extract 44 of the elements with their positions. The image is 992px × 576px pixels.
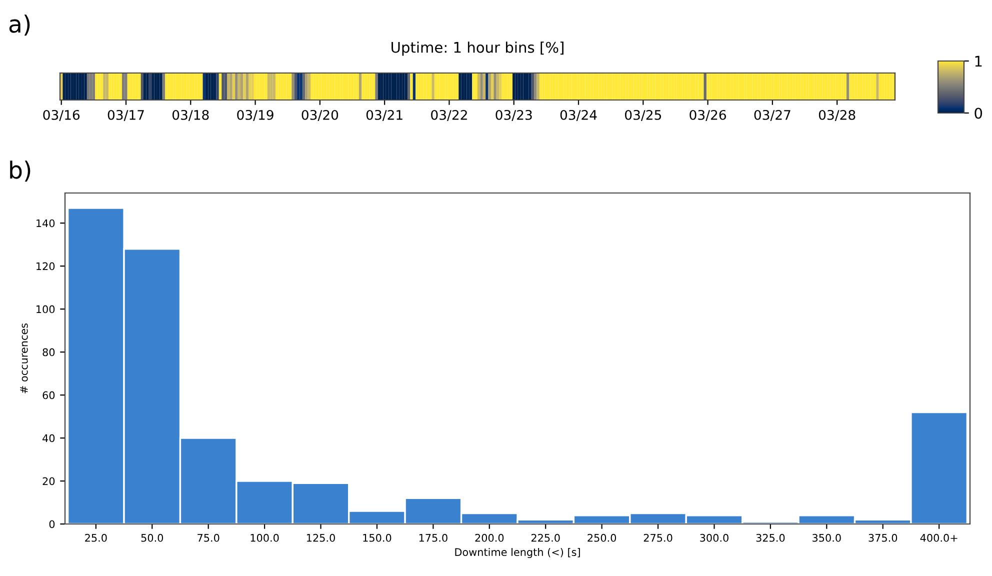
x-tick-label: 150.0 bbox=[363, 534, 392, 542]
x-tick-label: 03/25 bbox=[625, 110, 662, 121]
x-tick-label: 03/24 bbox=[560, 110, 597, 121]
x-tick-label: 275.0 bbox=[644, 534, 672, 542]
x-tick-label: 325.0 bbox=[756, 534, 785, 542]
x-tick-label: 03/18 bbox=[172, 110, 209, 121]
x-tick-label: 03/19 bbox=[237, 110, 274, 121]
x-tick-label: 375.0 bbox=[868, 534, 898, 542]
x-tick-label: 175.0 bbox=[419, 534, 448, 542]
x-axis-title: Downtime length (<) [s] bbox=[455, 548, 580, 558]
y-tick-label: 140 bbox=[36, 219, 55, 228]
y-tick-label: 80 bbox=[42, 348, 55, 356]
x-tick-label: 25.0 bbox=[85, 534, 107, 542]
y-tick-label: 40 bbox=[42, 434, 55, 442]
x-tick-label: 03/21 bbox=[366, 110, 402, 121]
y-tick-label: 120 bbox=[36, 262, 55, 270]
y-tick-label: 20 bbox=[42, 477, 55, 486]
x-tick-label: 03/26 bbox=[690, 110, 726, 121]
y-tick-label: 100 bbox=[36, 305, 55, 314]
x-tick-label: 75.0 bbox=[198, 534, 220, 542]
y-tick-label: 0 bbox=[49, 520, 55, 528]
x-tick-label: 225.0 bbox=[531, 534, 560, 542]
x-tick-label: 03/28 bbox=[818, 110, 856, 121]
x-tick-label: 200.0 bbox=[475, 534, 504, 542]
x-tick-label: 100.0 bbox=[250, 534, 279, 542]
x-tick-label: 03/27 bbox=[754, 110, 790, 121]
x-tick-label: 03/17 bbox=[108, 110, 144, 121]
x-tick-label: 50.0 bbox=[141, 534, 164, 542]
y-tick-label: 60 bbox=[42, 391, 55, 400]
chart-title: Uptime: 1 hour bins [%] bbox=[392, 42, 564, 56]
x-tick-label: 125.0 bbox=[306, 534, 335, 542]
x-tick-label: 300.0 bbox=[700, 534, 728, 542]
text: b) bbox=[10, 160, 30, 182]
x-tick-label: 03/16 bbox=[43, 110, 80, 121]
color-bar-label: 0 bbox=[974, 108, 982, 119]
color-bar-label: 1 bbox=[975, 56, 982, 67]
x-tick-label: 350.0 bbox=[812, 534, 841, 542]
x-tick-label: 03/20 bbox=[302, 110, 338, 121]
x-tick-label: 250.0 bbox=[588, 534, 616, 542]
x-tick-label: 03/23 bbox=[496, 110, 532, 121]
text: a) bbox=[9, 14, 30, 36]
x-tick-label: 03/22 bbox=[431, 110, 467, 121]
y-axis-title: # occurences bbox=[20, 323, 28, 394]
x-tick-label: 400.0+ bbox=[920, 534, 958, 542]
